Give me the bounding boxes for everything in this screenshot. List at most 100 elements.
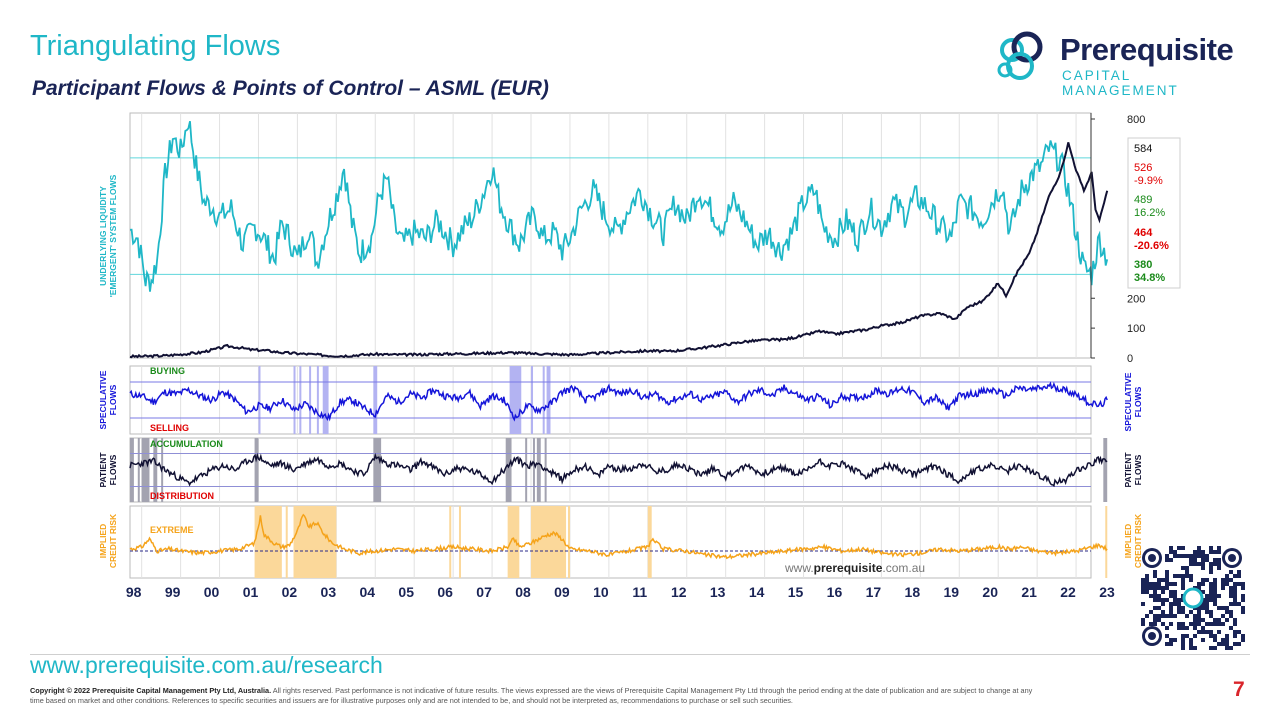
x-tick-label: 14 [749, 584, 765, 600]
qr-module [1181, 606, 1185, 610]
qr-module [1213, 578, 1217, 582]
credit-right-label: IMPLIED CREDIT RISK [1123, 513, 1143, 568]
patient-right-label: PATIENT FLOWS [1123, 452, 1143, 488]
qr-module [1197, 606, 1201, 610]
qr-module [1189, 574, 1193, 578]
qr-module [1173, 574, 1177, 578]
qr-module [1161, 614, 1165, 618]
qr-module [1197, 582, 1201, 586]
qr-module [1241, 634, 1245, 638]
qr-module [1229, 602, 1233, 606]
qr-module [1221, 582, 1225, 586]
qr-module [1145, 590, 1149, 594]
qr-module [1229, 586, 1233, 590]
qr-module [1201, 618, 1205, 622]
qr-module [1225, 582, 1229, 586]
qr-module [1205, 578, 1209, 582]
patient-shade [153, 438, 158, 502]
qr-module [1173, 554, 1177, 558]
qr-module [1165, 578, 1169, 582]
credit-shade [458, 506, 461, 578]
qr-module [1229, 614, 1233, 618]
chart-subtitle: Participant Flows & Points of Control – … [32, 77, 549, 100]
buying-label: BUYING [150, 366, 185, 376]
qr-module [1233, 582, 1237, 586]
qr-module [1157, 614, 1161, 618]
y-tick-label: 800 [1127, 114, 1145, 126]
speculative-right-label-line: FLOWS [1133, 386, 1143, 417]
qr-module [1213, 622, 1217, 626]
qr-module [1173, 590, 1177, 594]
credit-shade [567, 506, 570, 578]
qr-module [1181, 586, 1185, 590]
x-tick-label: 23 [1099, 584, 1115, 600]
qr-module [1201, 630, 1205, 634]
qr-module [1193, 646, 1197, 650]
qr-module [1225, 578, 1229, 582]
x-tick-label: 11 [632, 584, 647, 600]
x-tick-label: 21 [1021, 584, 1037, 600]
qr-module [1213, 562, 1217, 566]
qr-module [1169, 546, 1173, 550]
qr-module [1217, 550, 1221, 554]
qr-module [1165, 634, 1169, 638]
qr-module [1153, 570, 1157, 574]
qr-module [1213, 586, 1217, 590]
qr-module [1217, 622, 1221, 626]
qr-module [1201, 602, 1205, 606]
qr-module [1181, 638, 1185, 642]
qr-module [1197, 554, 1201, 558]
qr-module [1225, 574, 1229, 578]
qr-module [1145, 586, 1149, 590]
qr-module [1229, 626, 1233, 630]
qr-module [1209, 646, 1213, 650]
qr-module [1181, 574, 1185, 578]
qr-module [1149, 594, 1153, 598]
speculative-flows-line [129, 381, 1108, 422]
patient-right-label-line: PATIENT [1123, 452, 1133, 488]
footer-url-link[interactable]: www.prerequisite.com.au/research [30, 652, 383, 678]
qr-module [1141, 622, 1145, 626]
qr-module [1185, 570, 1189, 574]
patient-shade [373, 438, 382, 502]
qr-module [1169, 594, 1173, 598]
qr-module [1153, 582, 1157, 586]
qr-module [1217, 606, 1221, 610]
logo-name: Prerequisite [1060, 32, 1234, 67]
credit-shade [507, 506, 520, 578]
qr-module [1233, 618, 1237, 622]
qr-module [1233, 634, 1237, 638]
patient-left-label-line: FLOWS [108, 454, 118, 485]
qr-module [1185, 566, 1189, 570]
qr-module [1241, 586, 1245, 590]
qr-module [1169, 606, 1173, 610]
qr-module [1173, 598, 1177, 602]
x-tick-label: 16 [827, 584, 843, 600]
qr-module [1189, 562, 1193, 566]
qr-module [1229, 646, 1233, 650]
qr-module [1209, 586, 1213, 590]
qr-module [1197, 630, 1201, 634]
qr-module [1169, 642, 1173, 646]
credit-shade [449, 506, 452, 578]
panel-frame [129, 365, 1092, 435]
qr-module [1209, 582, 1213, 586]
qr-module [1205, 554, 1209, 558]
qr-module [1205, 622, 1209, 626]
qr-module [1237, 642, 1241, 646]
qr-module [1197, 550, 1201, 554]
x-tick-label: 01 [243, 584, 259, 600]
qr-module [1217, 618, 1221, 622]
qr-module [1225, 638, 1229, 642]
speculative-shade [299, 366, 302, 434]
qr-module [1177, 606, 1181, 610]
qr-module [1225, 646, 1229, 650]
qr-module [1161, 598, 1165, 602]
qr-module [1201, 562, 1205, 566]
credit-left-label: IMPLIED CREDIT RISK [98, 513, 118, 568]
x-tick-label: 10 [593, 584, 609, 600]
qr-module [1189, 554, 1193, 558]
speculative-left-label: SPECULATIVE FLOWS [98, 370, 118, 429]
qr-module [1197, 614, 1201, 618]
qr-module [1193, 618, 1197, 622]
